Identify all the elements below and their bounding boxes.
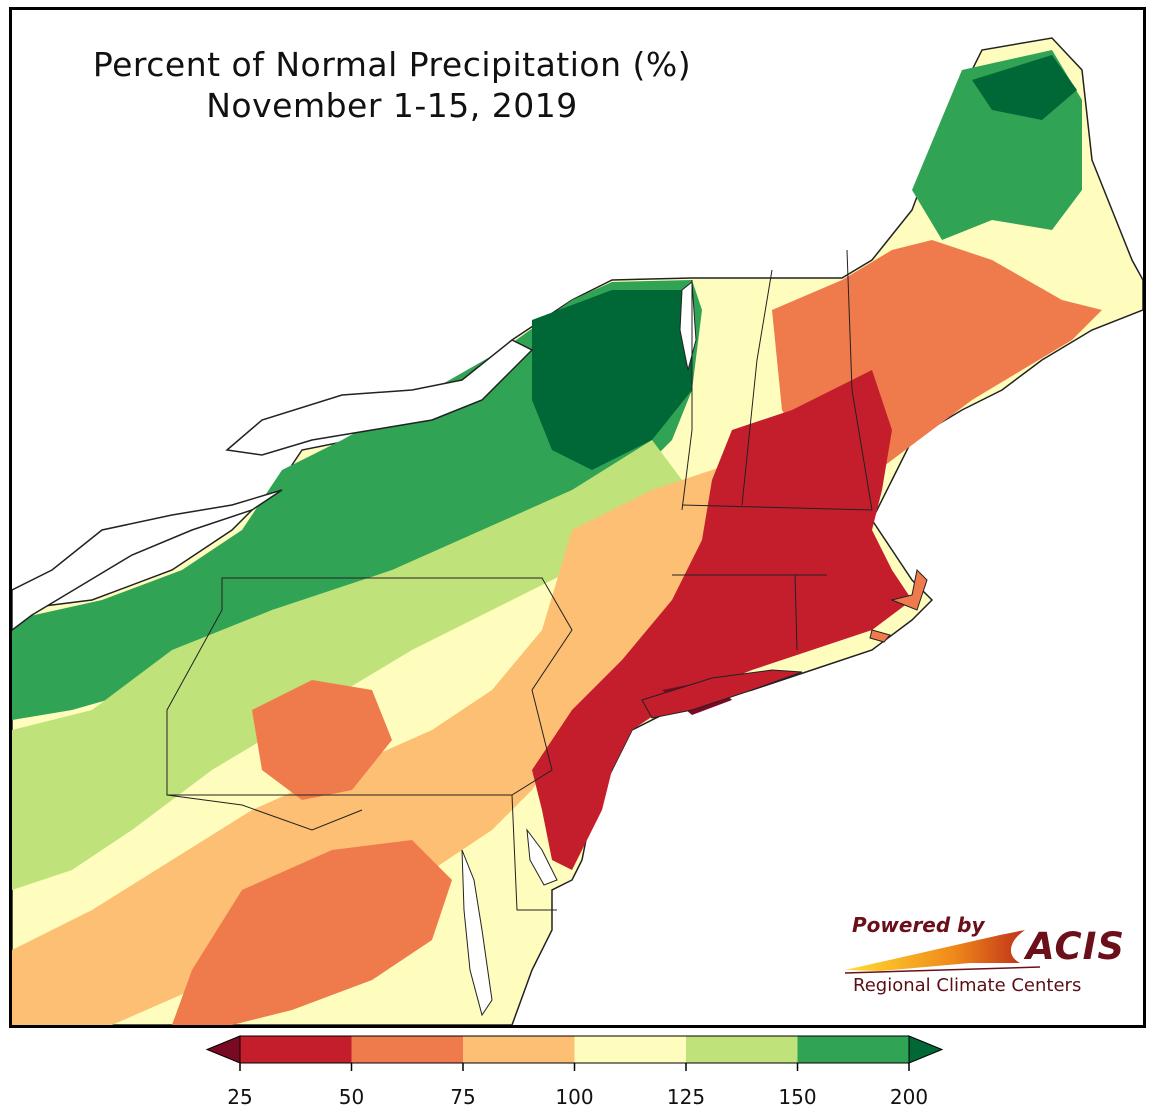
delaware-bay xyxy=(526,828,558,886)
region-maine-top xyxy=(972,55,1077,120)
region-adirondacks xyxy=(532,290,692,470)
lake-ontario xyxy=(225,339,534,456)
colorbar-tick-label: 200 xyxy=(889,1085,929,1109)
colorbar-tick-label: 125 xyxy=(666,1085,706,1109)
lakes xyxy=(12,281,697,1017)
ct-ma-line xyxy=(794,574,798,651)
colorbar-bin xyxy=(351,1036,463,1063)
precipitation-map xyxy=(12,37,1143,1025)
state-borders xyxy=(166,249,873,911)
acis-swoosh-icon xyxy=(844,930,1041,974)
colorbar-over-arrow xyxy=(908,1035,944,1064)
pa-border xyxy=(166,577,573,796)
colorbar-legend: 25 50 75 100 125 150 200 xyxy=(205,1033,945,1111)
region-north-ny xyxy=(12,280,702,720)
map-subtitle: November 1-15, 2019 xyxy=(206,86,578,125)
region-lightgreen-band xyxy=(12,440,682,890)
colorbar-bin xyxy=(686,1036,798,1063)
powered-by-label: Powered by xyxy=(852,913,985,937)
long-island xyxy=(641,669,803,719)
colorbar-tick-label: 25 xyxy=(227,1085,253,1109)
colorbar-under-arrow xyxy=(205,1035,241,1064)
colorbar-tick-label: 50 xyxy=(338,1085,365,1109)
colorbar-tick-label: 75 xyxy=(450,1085,476,1109)
colorbar-bin xyxy=(797,1036,909,1063)
region-red-core xyxy=(532,370,912,870)
colorbar-tick-label: 150 xyxy=(778,1085,817,1109)
ny-vt-border xyxy=(681,280,693,511)
colorbar xyxy=(205,1035,944,1071)
colorbar-bin xyxy=(574,1036,686,1063)
map-frame: Percent of Normal Precipitation (%) Nove… xyxy=(9,7,1146,1028)
vt-nh-border xyxy=(741,269,773,506)
rcc-label: Regional Climate Centers xyxy=(853,975,1082,996)
islands xyxy=(869,629,891,643)
colorbar-bin xyxy=(240,1036,352,1063)
ma-north-border xyxy=(681,504,873,511)
region-pa-orange xyxy=(252,680,392,800)
map-land xyxy=(12,37,1143,1025)
map-title: Percent of Normal Precipitation (%) xyxy=(92,45,692,84)
colorbar-tick-label: 100 xyxy=(555,1085,594,1109)
md-wv-border xyxy=(166,794,363,831)
nh-me-border xyxy=(846,249,873,511)
cape-cod xyxy=(890,568,928,611)
acis-label: ACIS xyxy=(1026,925,1126,968)
colorbar-bin xyxy=(463,1036,575,1063)
chesapeake-bay xyxy=(461,849,493,1017)
acis-logo: Powered by ACIS Regional Climate Centers xyxy=(840,905,1130,1005)
de-md-border xyxy=(511,794,557,911)
lake-erie xyxy=(12,489,283,631)
region-orange-band xyxy=(12,430,832,1025)
region-mid-atlantic-orange xyxy=(172,840,452,1025)
